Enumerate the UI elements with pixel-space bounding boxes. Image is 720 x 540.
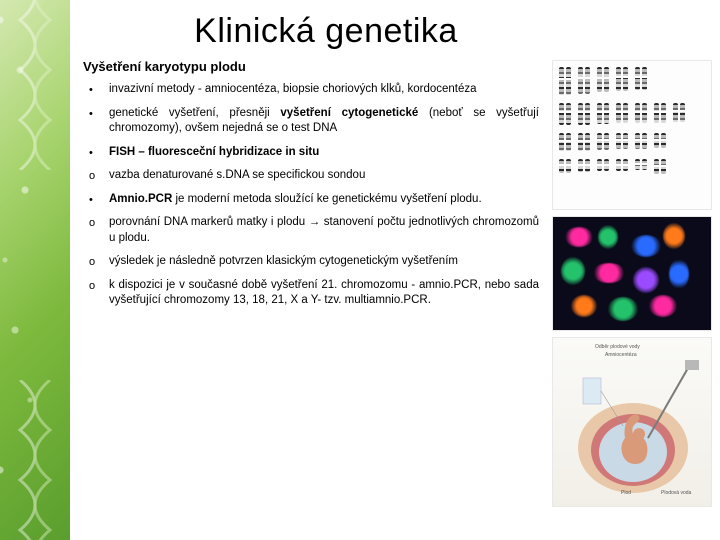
- fish-blob: [598, 225, 618, 249]
- list-item-text: vazba denaturované s.DNA se specifickou …: [109, 169, 365, 181]
- chromosome-pair: [654, 133, 666, 151]
- chromosome-pair: [635, 133, 647, 151]
- list-item: • genetické vyšetření, přesněji vyšetření…: [83, 106, 539, 137]
- fish-blob: [663, 223, 685, 249]
- amnio-label-fetus: Plod: [621, 490, 631, 496]
- dna-helix-icon: [10, 380, 60, 540]
- list-item-text: invazivní metody - amniocentéza, biopsie…: [109, 83, 477, 95]
- fish-blob: [565, 227, 593, 247]
- bullet-marker: •: [89, 83, 93, 98]
- list-item: o k dispozici je v současné době vyšetřen…: [83, 278, 539, 309]
- sidebar-decoration: [0, 0, 70, 540]
- list-item: o výsledek je následně potvrzen klasickým…: [83, 254, 539, 270]
- amnio-label-fluid: Plodová voda: [661, 490, 691, 496]
- section-subtitle: Vyšetření karyotypu plodu: [83, 59, 539, 74]
- chromosome-pair: [635, 103, 647, 125]
- bullet-marker: o: [89, 216, 95, 231]
- chromosome-pair: [559, 103, 571, 125]
- chromosome-pair: [597, 133, 609, 151]
- chromosome-pair: [673, 103, 685, 125]
- fish-image: [552, 216, 712, 331]
- karyotype-image: [552, 60, 712, 210]
- list-item-text: Amnio.PCR je moderní metoda sloužící ke …: [109, 193, 482, 205]
- chromosome-pair: [616, 133, 628, 151]
- bullet-marker: •: [89, 107, 93, 122]
- bullet-marker: o: [89, 255, 95, 270]
- bullet-marker: •: [89, 146, 93, 161]
- chromosome-pair: [654, 103, 666, 125]
- chromosome-pair: [578, 159, 590, 174]
- amniocentesis-diagram: Odběr plodové vody Amniocentéza Plod Plo…: [552, 337, 712, 507]
- chromosome-pair: [654, 159, 666, 174]
- chromosome-pair: [578, 133, 590, 151]
- list-item: • FISH – fluoresceční hybridizace in situ: [83, 145, 539, 161]
- chromosome-pair: [635, 159, 647, 174]
- chromosome-pair: [616, 103, 628, 125]
- list-item: • Amnio.PCR je moderní metoda sloužící ke…: [83, 192, 539, 208]
- image-column: Odběr plodové vody Amniocentéza Plod Plo…: [552, 60, 712, 530]
- chromosome-pair: [616, 67, 628, 95]
- list-item: • invazivní metody - amniocentéza, biopsi…: [83, 82, 539, 98]
- list-item-text: genetické vyšetření, přesněji vyšetření …: [109, 107, 539, 135]
- list-item-text: výsledek je následně potvrzen klasickým …: [109, 255, 458, 267]
- fish-blob: [633, 267, 659, 293]
- fish-blob: [561, 257, 585, 285]
- chromosome-pair: [597, 103, 609, 125]
- chromosome-pair: [578, 67, 590, 95]
- list-item: o porovnání DNA markerů matky i plodu → s…: [83, 215, 539, 246]
- list-item-text: FISH – fluoresceční hybridizace in situ: [109, 146, 319, 158]
- chromosome-pair: [559, 67, 571, 95]
- dna-helix-icon: [10, 0, 60, 170]
- bullet-marker: o: [89, 169, 95, 184]
- list-item-text: k dispozici je v současné době vyšetření…: [109, 279, 539, 307]
- chromosome-pair: [559, 133, 571, 151]
- chromosome-pair: [635, 67, 647, 95]
- amnio-label-top: Odběr plodové vody: [595, 344, 640, 350]
- fish-blob: [571, 295, 597, 317]
- fish-blob: [608, 297, 638, 321]
- chromosome-pair: [616, 159, 628, 174]
- chromosome-pair: [597, 159, 609, 174]
- fish-blob: [593, 263, 625, 283]
- fish-blob: [631, 235, 661, 257]
- fish-blob: [649, 295, 677, 317]
- page-title: Klinická genetika: [113, 12, 539, 51]
- list-item-text: porovnání DNA markerů matky i plodu → st…: [109, 216, 539, 244]
- list-item: o vazba denaturované s.DNA se specifickou…: [83, 168, 539, 184]
- main-content: Klinická genetika Vyšetření karyotypu pl…: [75, 0, 545, 540]
- fish-blob: [669, 259, 689, 289]
- bullet-marker: •: [89, 193, 93, 208]
- bullet-list: • invazivní metody - amniocentéza, biopsi…: [83, 82, 539, 309]
- amnio-label-sub: Amniocentéza: [605, 352, 637, 358]
- bullet-marker: o: [89, 279, 95, 294]
- chromosome-pair: [559, 159, 571, 174]
- chromosome-pair: [597, 67, 609, 95]
- chromosome-pair: [578, 103, 590, 125]
